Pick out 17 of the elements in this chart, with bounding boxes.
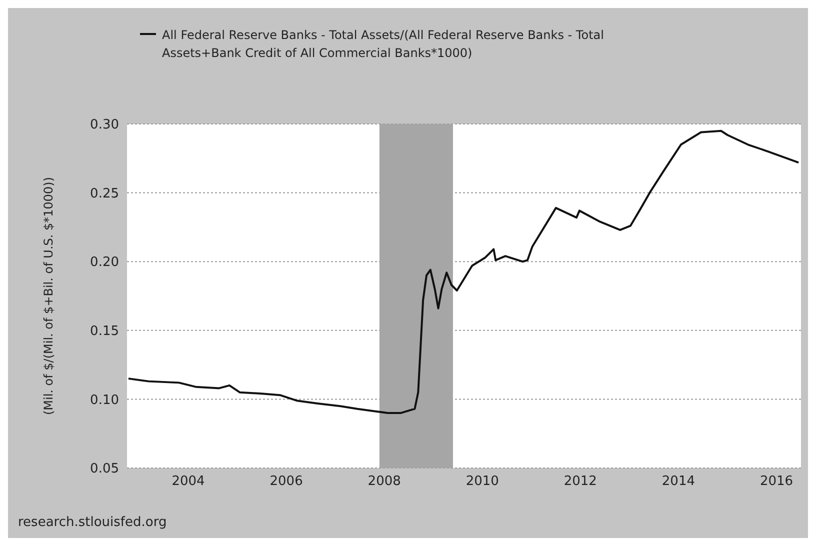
y-axis-title: (Mil. of $/(Mil. of $+Bil. of U.S. $*1000)) xyxy=(41,176,56,416)
x-tick-label: 2006 xyxy=(270,474,303,490)
x-tick-label: 2004 xyxy=(172,474,205,490)
y-tick-label: 0.30 xyxy=(90,118,119,133)
x-tick-label: 2012 xyxy=(564,474,597,490)
y-tick-label: 0.15 xyxy=(90,324,119,340)
y-tick-label: 0.10 xyxy=(90,392,119,408)
x-tick-label: 2008 xyxy=(368,474,401,490)
y-tick-label: 0.05 xyxy=(90,462,119,477)
x-tick-label: 2016 xyxy=(760,474,794,490)
legend-label: All Federal Reserve Banks - Total Assets/(All Federal Reserve Banks - Total Assets+Bank Credit of All Commercial Banks*1000) xyxy=(162,27,605,62)
x-tick-label: 2014 xyxy=(662,474,695,490)
text: research.stlouisfed.org xyxy=(18,515,167,530)
y-tick-label: 0.25 xyxy=(90,186,119,202)
x-tick-label: 2010 xyxy=(466,474,499,490)
line-series xyxy=(127,130,800,414)
y-tick-label: 0.20 xyxy=(90,255,119,270)
